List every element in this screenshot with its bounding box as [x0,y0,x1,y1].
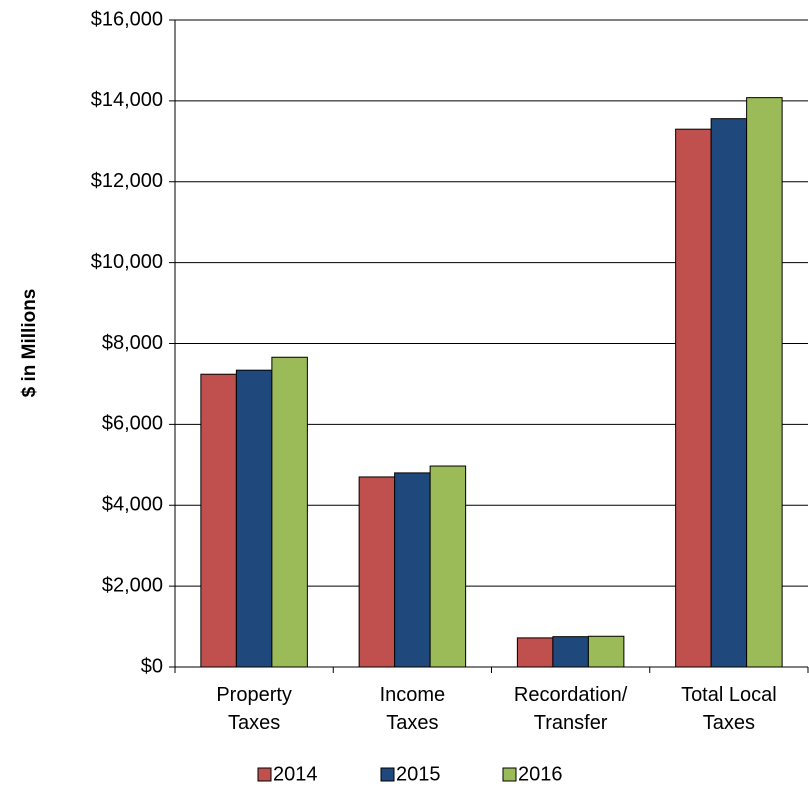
bar [358,476,396,668]
y-tick-label: $0 [141,655,163,677]
x-tick-label-line: Property [216,684,292,706]
x-tick-label: Total Local Taxes [681,684,777,734]
x-tick-label: Recordation/Transfer [514,684,628,734]
legend-swatch [257,767,272,782]
x-tick-label-line: Taxes [703,712,755,734]
x-tick-label: Income Taxes [380,684,446,734]
y-tick-label: $4,000 [102,494,163,516]
y-tick-label: $6,000 [102,413,163,435]
bar [552,636,589,668]
x-tick-label-line: Taxes [228,712,280,734]
x-tick-label-line: Recordation/ [514,684,628,706]
y-tick-label: $16,000 [91,8,163,30]
y-tick-label: $10,000 [91,251,163,273]
y-tick-label: $8,000 [102,332,163,354]
x-tick-label-line: Taxes [386,712,438,734]
y-tick-label: $12,000 [91,170,163,192]
bar [587,635,625,668]
y-tick-label: $14,000 [91,89,163,111]
bar [710,118,748,668]
x-tick-label-line: Total Local [681,684,777,706]
x-tick-label: Property Taxes [216,684,292,734]
x-tick-label-line: Income [380,684,446,706]
bar [675,128,712,668]
legend-label: 2014 [273,763,318,785]
y-axis-title: $ in Millions [19,289,40,398]
bar [394,472,431,668]
bar [746,97,783,668]
bar [271,356,308,668]
legend-label: 2015 [396,763,441,785]
bar [516,637,554,668]
bar [200,373,237,668]
bar [235,369,273,668]
legend-swatch [380,767,395,782]
x-tick-label-line: Transfer [534,712,608,734]
bar [429,465,467,668]
legend-label: 2016 [518,763,563,785]
legend-swatch [502,767,517,782]
y-tick-label: $2,000 [102,574,163,596]
